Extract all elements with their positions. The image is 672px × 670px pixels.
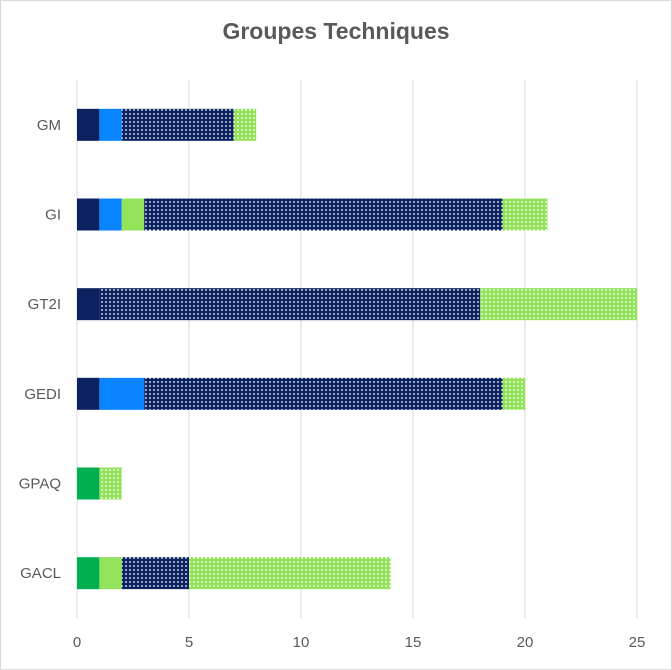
x-tick-label: 20 [517,634,534,651]
x-tick-label: 15 [405,634,422,651]
x-tick-label: 5 [185,634,193,651]
bar-segment [77,557,100,590]
x-tick-label: 25 [629,634,646,651]
bar-segment [121,198,145,231]
bar-segment [99,377,145,410]
bar-segment [144,377,503,410]
bar-segment [233,108,257,141]
bar-segment [99,288,481,321]
chart-title: Groupes Techniques [222,18,450,44]
y-category-label: GM [37,117,61,134]
bar-segment [77,288,100,321]
bar-segment [121,557,189,590]
bar-segment [99,557,122,590]
x-tick-label: 0 [73,634,81,651]
y-category-label: GT2I [28,296,61,313]
y-category-label: GI [45,207,61,224]
bar-segment [77,377,100,410]
bar-segment [99,467,122,500]
bar-segment [99,198,122,231]
bar-segment [99,108,122,141]
x-tick-label: 10 [293,634,310,651]
y-category-label: GPAQ [19,476,61,493]
y-category-label: GEDI [24,386,61,403]
bar-segment [502,377,525,410]
bar-segment [77,467,100,500]
bar-segment [189,557,391,590]
y-category-label: GACL [20,565,61,582]
bar-segment [502,198,548,231]
bar-segment [77,198,100,231]
bar-segment [144,198,503,231]
bar-segment [121,108,234,141]
bar-segment [77,108,100,141]
bar-segment [480,288,637,321]
